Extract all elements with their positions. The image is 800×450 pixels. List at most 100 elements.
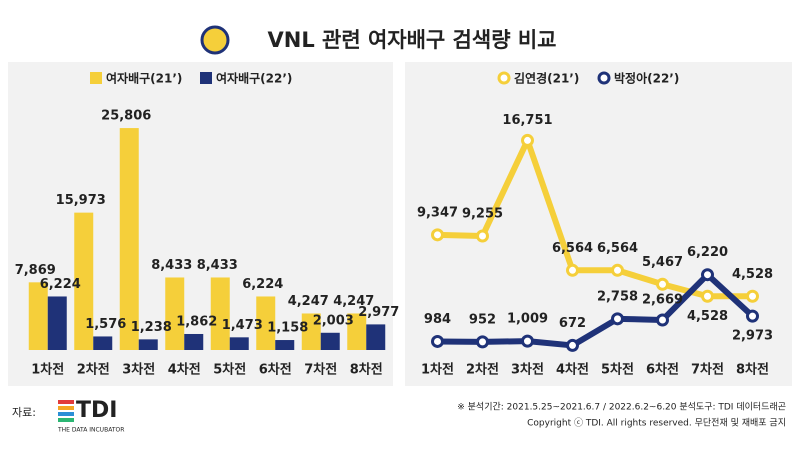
marker [611,263,624,277]
legend-label: 여자배구(22’) [216,71,292,86]
x-tick-label: 8차전 [350,362,383,378]
value-label: 9,255 [462,206,503,221]
value-label: 5,467 [642,255,683,270]
marker [611,312,624,326]
value-label: 6,224 [242,277,283,292]
marker [521,133,534,147]
value-label: 1,862 [176,314,217,329]
marker [566,263,579,277]
x-tick-label: 5차전 [601,362,634,378]
marker [431,334,444,348]
x-tick-label: 4차전 [556,362,589,378]
line [437,137,753,300]
x-tick-label: 6차전 [259,362,292,378]
logo-bar [58,412,74,416]
value-label: 2,977 [358,305,399,320]
x-tick-label: 8차전 [736,362,769,378]
bar [74,212,94,350]
value-label: 1,009 [507,312,548,327]
value-label: 4,528 [732,267,773,282]
marker [566,338,579,352]
x-tick-label: 7차전 [304,362,337,378]
value-label: 6,220 [687,245,728,260]
value-label: 1,473 [222,318,263,333]
logo: TDI [76,398,117,423]
x-tick-label: 3차전 [122,362,155,378]
value-label: 2,973 [732,329,773,344]
value-label: 952 [469,312,496,327]
bar [210,277,230,350]
logo-tagline: THE DATA INCUBATOR [57,427,124,434]
logo-bar [58,418,74,422]
bar [93,336,113,350]
legend-swatch [497,71,511,85]
value-label: 8,433 [151,258,192,273]
legend-swatch [597,71,611,85]
note: Copyright ⓒ TDI. All rights reserved. 무단… [527,417,786,429]
value-label: 6,564 [552,241,593,256]
x-tick-label: 3차전 [511,362,544,378]
value-label: 984 [424,312,451,327]
value-label: 2,758 [597,289,638,304]
marker [746,289,759,303]
value-label: 6,224 [40,277,81,292]
bar [165,277,185,350]
value-label: 1,576 [85,317,126,332]
marker [476,229,489,243]
bar [256,296,276,350]
bar [47,296,67,350]
bar [28,282,48,350]
bar [138,339,158,350]
value-label: 672 [559,316,586,331]
x-tick-label: 5차전 [213,362,246,378]
marker [656,277,669,291]
marker [701,289,714,303]
value-label: 2,003 [313,313,354,328]
value-label: 1,238 [131,320,172,335]
marker [521,334,534,348]
bar [184,333,204,350]
bar [366,324,386,350]
value-label: 16,751 [502,113,552,128]
page-title: VNL 관련 여자배구 검색량 비교 [268,28,557,52]
ball-icon [200,25,230,55]
marker [431,228,444,242]
left-panel [8,62,393,386]
value-label: 9,347 [417,205,458,220]
bar [229,337,249,350]
value-label: 7,869 [15,263,56,278]
value-label: 8,433 [197,258,238,273]
x-tick-label: 4차전 [168,362,201,378]
value-label: 1,158 [267,321,308,336]
value-label: 4,247 [333,294,374,309]
marker [476,335,489,349]
value-label: 25,806 [101,109,151,124]
value-label: 4,247 [288,294,329,309]
marker [656,313,669,327]
legend-label: 박정아(22’) [614,71,679,86]
legend-label: 김연경(21’) [514,71,579,86]
x-tick-label: 2차전 [77,362,110,378]
bar [275,340,295,350]
value-label: 6,564 [597,241,638,256]
legend-label: 여자배구(21’) [106,71,182,86]
legend-swatch [90,72,102,84]
bar [119,128,139,350]
x-tick-label: 1차전 [421,362,454,378]
bar [320,332,340,350]
bar [347,313,367,350]
marker [701,268,714,282]
legend-swatch [200,72,212,84]
value-label: 15,973 [56,193,106,208]
source-label: 자료: [12,406,36,419]
logo-bar [58,400,74,404]
value-label: 2,669 [642,292,683,307]
x-tick-label: 6차전 [646,362,679,378]
marker [746,309,759,323]
line [437,271,755,349]
note: ※ 분석기간: 2021.5.25~2021.6.7 / 2022.6.2~6.… [457,402,786,413]
value-label: 4,528 [687,309,728,324]
x-tick-label: 7차전 [691,362,724,378]
bar [301,313,321,350]
